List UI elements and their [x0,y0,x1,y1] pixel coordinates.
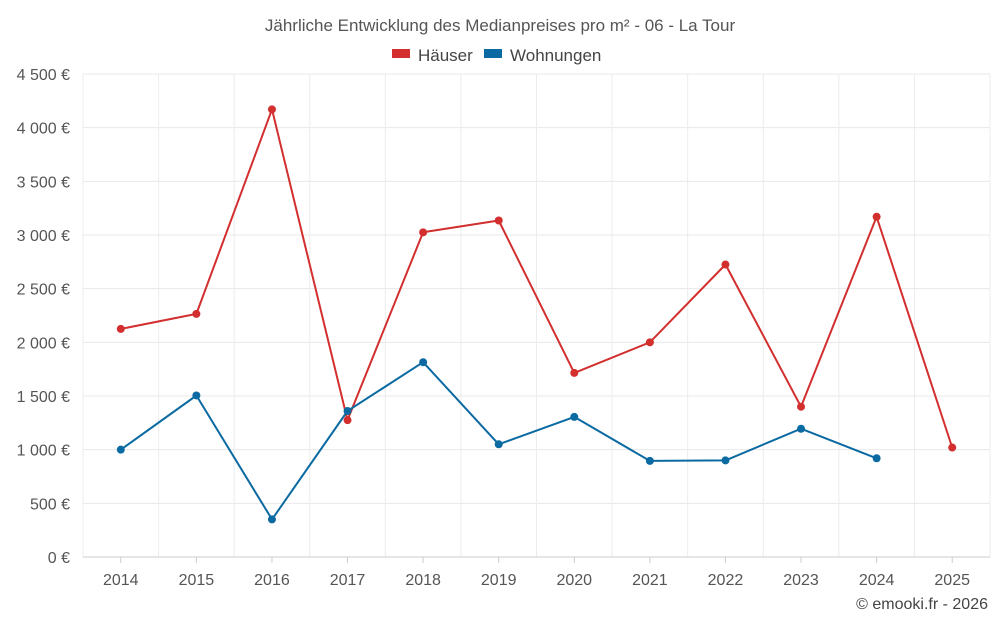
chart-title: Jährliche Entwicklung des Medianpreises … [265,16,736,35]
data-point-wohnungen[interactable] [570,412,579,421]
credit-text: © emooki.fr - 2026 [856,596,988,613]
data-point-hauser[interactable] [721,260,730,269]
y-tick-label: 4 000 € [17,121,70,138]
y-tick-label: 2 500 € [17,282,70,299]
y-tick-label: 4 500 € [17,67,70,84]
data-point-hauser[interactable] [797,402,806,411]
data-point-wohnungen[interactable] [116,445,125,454]
data-point-wohnungen[interactable] [645,456,654,465]
y-tick-label: 2 000 € [17,335,70,352]
legend-swatch-hauser [392,49,410,58]
data-point-hauser[interactable] [116,324,125,333]
y-tick-label: 500 € [30,496,70,513]
data-point-hauser[interactable] [494,216,503,225]
data-point-wohnungen[interactable] [797,424,806,433]
x-tick-label: 2016 [254,572,290,589]
x-tick-label: 2017 [330,572,366,589]
x-tick-label: 2020 [556,572,592,589]
y-tick-label: 1 000 € [17,443,70,460]
data-point-hauser[interactable] [872,212,881,221]
data-point-wohnungen[interactable] [721,456,730,465]
x-tick-label: 2014 [103,572,139,589]
data-point-hauser[interactable] [570,368,579,377]
x-tick-label: 2023 [783,572,819,589]
data-point-wohnungen[interactable] [872,454,881,463]
data-point-wohnungen[interactable] [419,358,428,367]
data-point-hauser[interactable] [267,105,276,114]
data-point-wohnungen[interactable] [267,515,276,524]
y-tick-label: 3 000 € [17,228,70,245]
x-tick-label: 2024 [859,572,895,589]
data-point-hauser[interactable] [645,338,654,347]
axes: 0 € 500 € 1 000 € 1 500 € 2 000 € 2 500 € 3 00… [17,67,990,589]
x-tick-label: 2018 [405,572,441,589]
data-point-hauser[interactable] [419,228,428,237]
x-tick-label: 2021 [632,572,668,589]
data-point-hauser[interactable] [192,309,201,318]
data-point-hauser[interactable] [343,416,352,425]
legend-label-hauser[interactable]: Häuser [418,46,473,65]
x-tick-label: 2022 [708,572,744,589]
data-point-wohnungen[interactable] [494,440,503,449]
legend-swatch-wohnungen [484,49,502,58]
legend: Häuser Wohnungen [392,46,601,65]
gridlines [82,73,991,557]
series-layer [116,105,957,524]
data-point-wohnungen[interactable] [192,391,201,400]
y-tick-label: 3 500 € [17,174,70,191]
legend-label-wohnungen[interactable]: Wohnungen [510,46,601,65]
data-point-hauser[interactable] [948,443,957,452]
y-tick-label: 0 € [48,550,70,567]
series-line-hauser [120,108,954,448]
x-tick-label: 2019 [481,572,517,589]
x-tick-label: 2025 [934,572,970,589]
data-point-wohnungen[interactable] [343,407,352,416]
y-tick-label: 1 500 € [17,389,70,406]
x-tick-label: 2015 [179,572,215,589]
